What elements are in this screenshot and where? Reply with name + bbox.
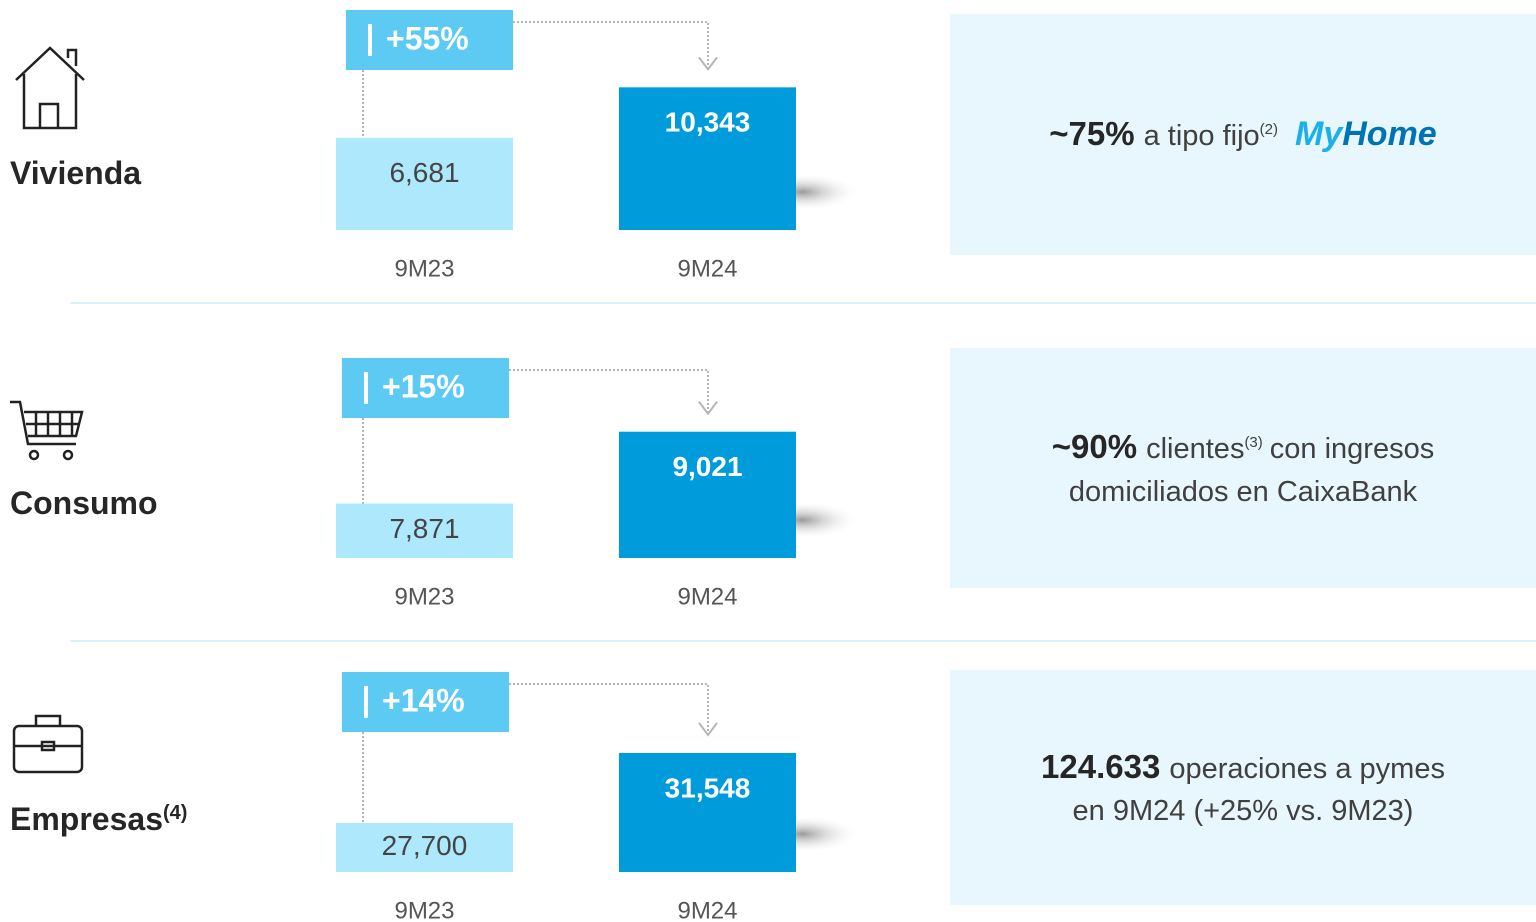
- value-label: 7,871: [389, 513, 459, 544]
- bar: [619, 431, 796, 558]
- row-title-note: (4): [163, 802, 187, 824]
- value-label: 10,343: [665, 107, 751, 138]
- growth-bar: [368, 24, 372, 56]
- footnote: (2): [1259, 121, 1279, 139]
- row-title-text: Empresas: [10, 801, 163, 837]
- row-title: Empresas(4): [10, 801, 187, 837]
- growth-label: +55%: [386, 20, 469, 56]
- growth-box: [346, 10, 513, 70]
- x-tick-label: 9M23: [394, 255, 454, 282]
- value-label: 27,700: [382, 830, 468, 861]
- bar: [336, 822, 513, 872]
- connector: [509, 369, 709, 412]
- value-label: 9,021: [672, 451, 742, 482]
- cart-icon: [10, 400, 84, 461]
- row-title-text: Consumo: [10, 485, 158, 521]
- row-title: Vivienda: [10, 155, 141, 191]
- brand: MyHome: [1295, 115, 1437, 153]
- text: en 9M24 (+25% vs. 9M23): [1072, 795, 1414, 828]
- text: con ingresos: [1269, 433, 1435, 466]
- bar: [619, 87, 796, 231]
- arrow-head: [698, 722, 718, 737]
- highlight-panel: 124.633 operaciones a pymes en 9M24 (+25%…: [950, 670, 1536, 905]
- x-tick-label: 9M24: [677, 255, 737, 282]
- x-tick-label: 9M24: [677, 583, 737, 610]
- arrow-head: [698, 401, 718, 416]
- x-tick-label: 9M23: [394, 897, 454, 922]
- figure: ~75%: [1049, 114, 1135, 152]
- bar: [336, 503, 513, 558]
- value-label: 6,681: [389, 157, 459, 188]
- footnote: (3): [1244, 434, 1263, 452]
- x-tick-label: 9M23: [394, 583, 454, 610]
- highlight-panel: ~90% clientes(3) con ingresos domiciliados…: [950, 348, 1536, 588]
- figure: ~90%: [1051, 428, 1138, 466]
- growth-label: +14%: [382, 682, 465, 718]
- bar: [336, 137, 513, 230]
- text: operaciones a pymes: [1169, 752, 1445, 785]
- text: domiciliados en CaixaBank: [1068, 475, 1418, 508]
- row-title: Consumo: [10, 485, 158, 521]
- connector: [509, 683, 709, 733]
- growth-bar: [364, 686, 368, 718]
- connector: [513, 21, 709, 68]
- brand-part: Home: [1342, 114, 1437, 153]
- growth-bar: [364, 372, 368, 404]
- growth-label: +15%: [382, 368, 465, 404]
- value-label: 31,548: [665, 772, 751, 803]
- bar: [619, 752, 796, 872]
- arrow-head: [698, 56, 718, 72]
- growth-box: [342, 672, 509, 732]
- growth-box: [342, 358, 509, 418]
- x-tick-label: 9M24: [677, 897, 737, 922]
- house-icon: [15, 46, 85, 130]
- text: a tipo fijo: [1143, 119, 1260, 152]
- highlight-panel: ~75% a tipo fijo(2) MyHome: [950, 14, 1536, 255]
- briefcase-icon: [12, 714, 84, 774]
- figure: 124.633: [1041, 747, 1161, 785]
- brand-part: My: [1295, 114, 1343, 153]
- row-title-text: Vivienda: [10, 155, 141, 191]
- text: clientes: [1146, 433, 1245, 466]
